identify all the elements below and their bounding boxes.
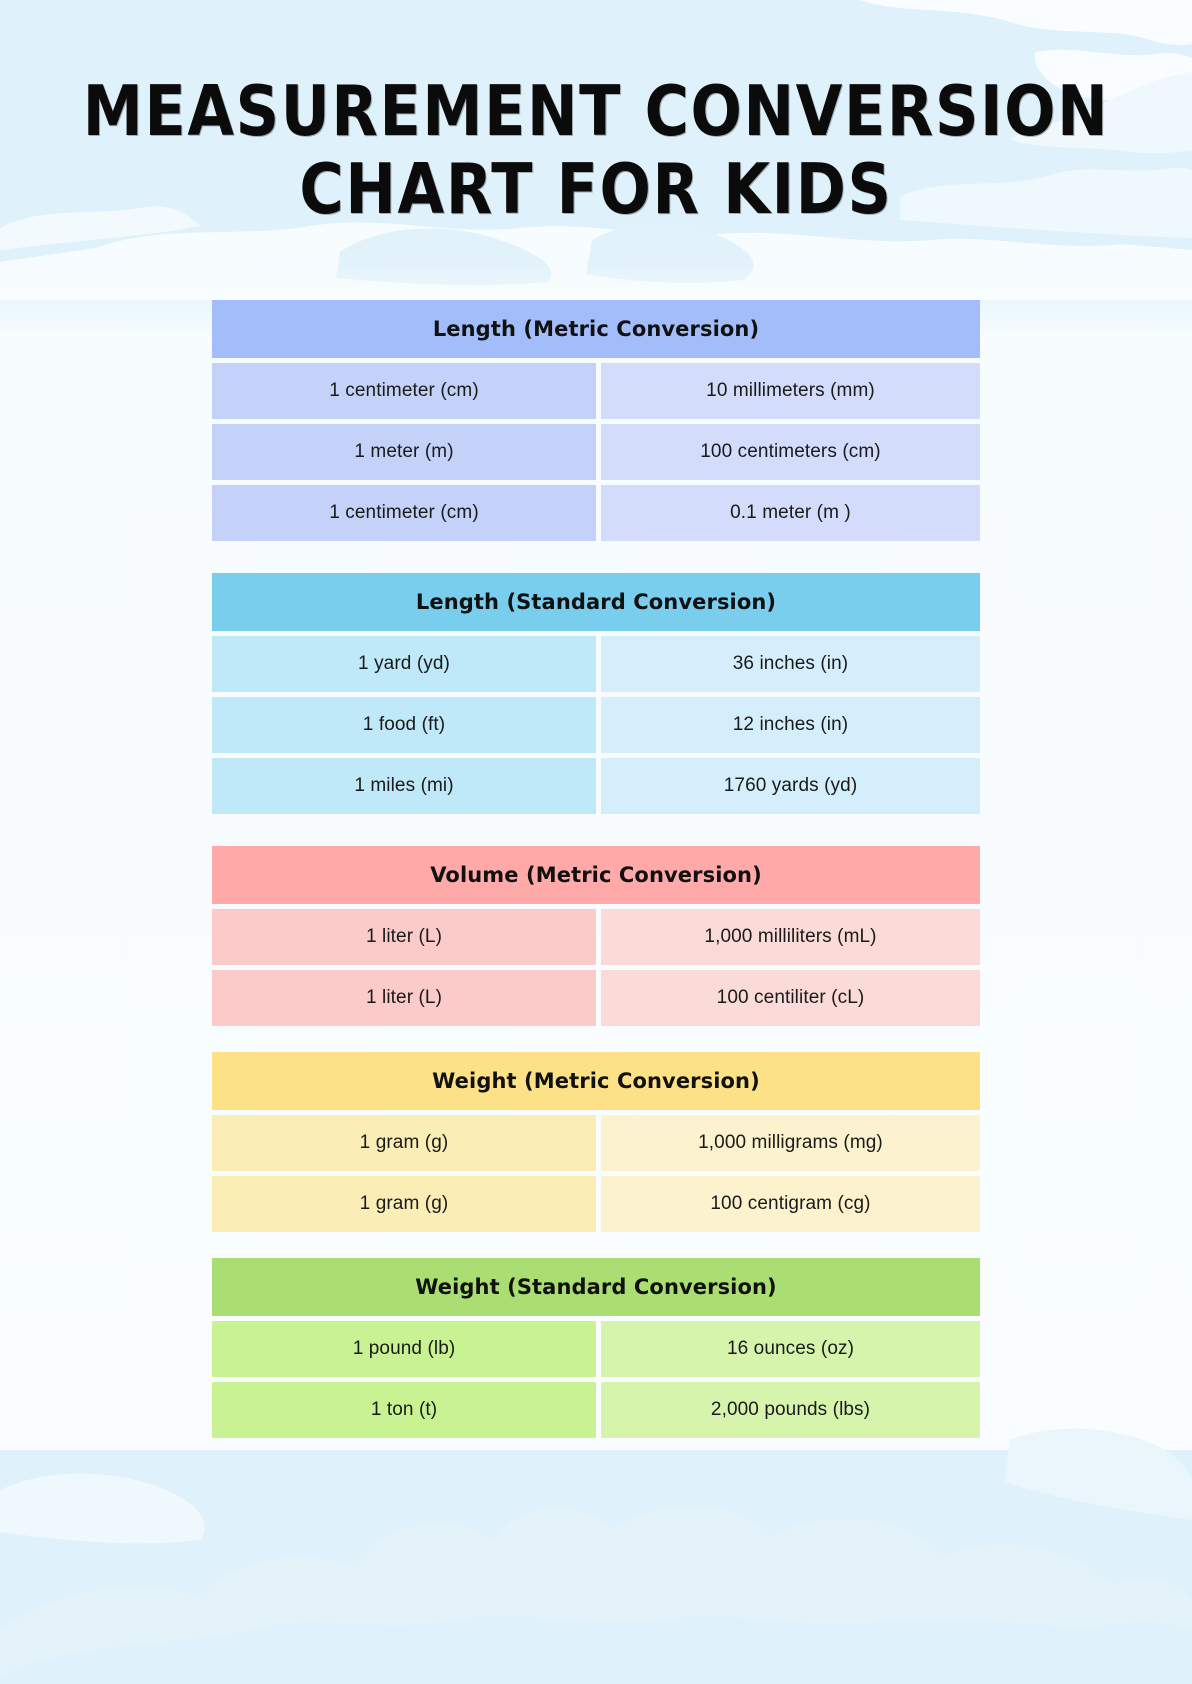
cell-from: 1 pound (lb) — [212, 1321, 596, 1377]
cell-from: 1 yard (yd) — [212, 636, 596, 692]
cell-from: 1 ton (t) — [212, 1382, 596, 1438]
table-row: 1 ton (t) 2,000 pounds (lbs) — [212, 1382, 980, 1438]
table-row: 1 food (ft) 12 inches (in) — [212, 697, 980, 753]
cell-from: 1 gram (g) — [212, 1176, 596, 1232]
cell-to: 12 inches (in) — [601, 697, 980, 753]
table-row: 1 centimeter (cm) 0.1 meter (m ) — [212, 485, 980, 541]
table-row: 1 centimeter (cm) 10 millimeters (mm) — [212, 363, 980, 419]
cell-from: 1 miles (mi) — [212, 758, 596, 814]
section-header-weight-metric: Weight (Metric Conversion) — [212, 1052, 980, 1110]
cell-to: 1,000 milligrams (mg) — [601, 1115, 980, 1171]
cell-to: 100 centigram (cg) — [601, 1176, 980, 1232]
table-row: 1 pound (lb) 16 ounces (oz) — [212, 1321, 980, 1377]
page-title-line-2: CHART FOR KIDS — [299, 149, 893, 231]
table-row: 1 meter (m) 100 centimeters (cm) — [212, 424, 980, 480]
table-row: 1 miles (mi) 1760 yards (yd) — [212, 758, 980, 814]
table-row: 1 liter (L) 100 centiliter (cL) — [212, 970, 980, 1026]
cell-to: 1,000 milliliters (mL) — [601, 909, 980, 965]
cell-from: 1 centimeter (cm) — [212, 485, 596, 541]
cell-to: 100 centimeters (cm) — [601, 424, 980, 480]
cell-from: 1 centimeter (cm) — [212, 363, 596, 419]
cell-to: 0.1 meter (m ) — [601, 485, 980, 541]
page-title-line-1: MEASUREMENT CONVERSION — [82, 71, 1110, 153]
cell-to: 100 centiliter (cL) — [601, 970, 980, 1026]
cell-to: 36 inches (in) — [601, 636, 980, 692]
table-row: 1 gram (g) 1,000 milligrams (mg) — [212, 1115, 980, 1171]
conversion-section-length-metric: Length (Metric Conversion) 1 centimeter (… — [212, 300, 980, 541]
table-row: 1 liter (L) 1,000 milliliters (mL) — [212, 909, 980, 965]
section-header-length-metric: Length (Metric Conversion) — [212, 300, 980, 358]
conversion-tables: Length (Metric Conversion) 1 centimeter (… — [212, 214, 980, 1438]
cell-from: 1 gram (g) — [212, 1115, 596, 1171]
conversion-section-volume-metric: Volume (Metric Conversion) 1 liter (L) 1,0… — [212, 846, 980, 1026]
conversion-section-weight-metric: Weight (Metric Conversion) 1 gram (g) 1,00… — [212, 1052, 980, 1232]
table-row: 1 gram (g) 100 centigram (cg) — [212, 1176, 980, 1232]
cell-from: 1 liter (L) — [212, 970, 596, 1026]
conversion-section-length-standard: Length (Standard Conversion) 1 yard (yd) 3… — [212, 573, 980, 814]
section-header-volume-metric: Volume (Metric Conversion) — [212, 846, 980, 904]
cell-to: 16 ounces (oz) — [601, 1321, 980, 1377]
cell-to: 10 millimeters (mm) — [601, 363, 980, 419]
cloud-group-bottom — [0, 1505, 1192, 1684]
cloud-group-bottom-right — [1004, 1428, 1192, 1520]
cloud-group-top-right — [900, 72, 1192, 238]
section-header-weight-standard: Weight (Standard Conversion) — [212, 1258, 980, 1316]
cell-from: 1 meter (m) — [212, 424, 596, 480]
cell-from: 1 liter (L) — [212, 909, 596, 965]
page-title: MEASUREMENT CONVERSION CHART FOR KIDS — [0, 0, 1192, 228]
cell-from: 1 food (ft) — [212, 697, 596, 753]
cell-to: 2,000 pounds (lbs) — [601, 1382, 980, 1438]
cell-to: 1760 yards (yd) — [601, 758, 980, 814]
table-row: 1 yard (yd) 36 inches (in) — [212, 636, 980, 692]
cloud-group-bottom-left — [0, 1473, 205, 1544]
conversion-section-weight-standard: Weight (Standard Conversion) 1 pound (lb)… — [212, 1258, 980, 1438]
section-header-length-standard: Length (Standard Conversion) — [212, 573, 980, 631]
